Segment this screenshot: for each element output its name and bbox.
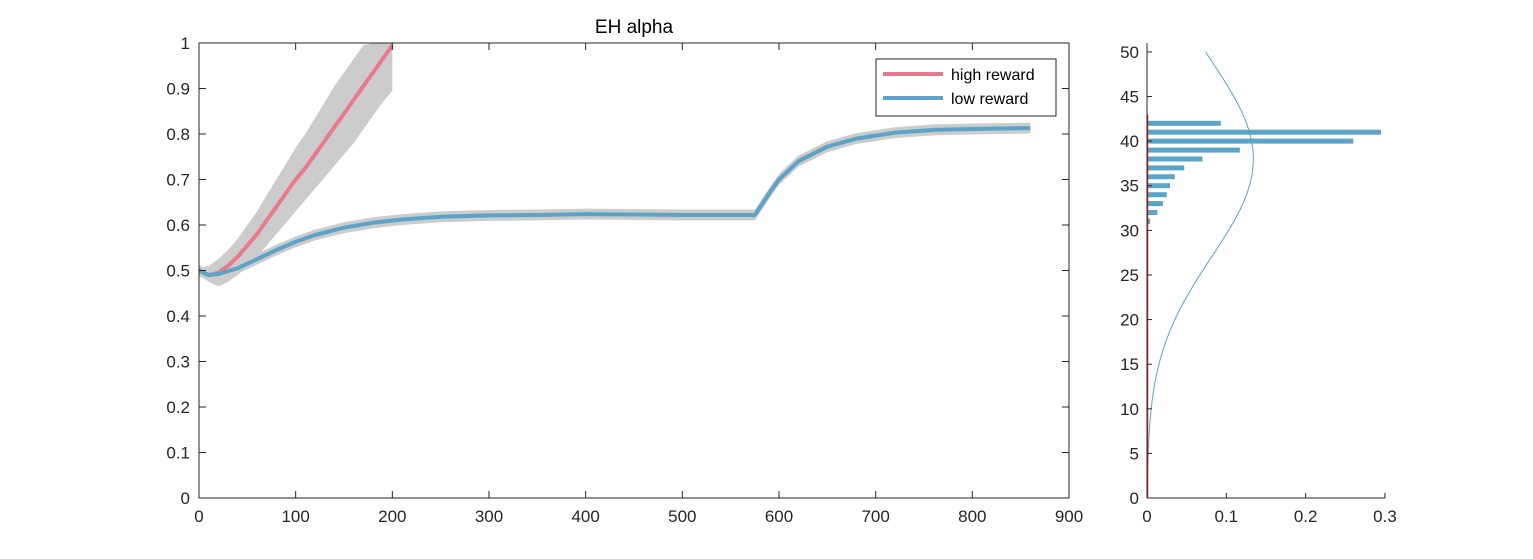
side-y-axis-ticks: 0 5 10 15 20 25 30 35 40 45 50: [1120, 43, 1152, 508]
histogram-bar: [1147, 201, 1163, 207]
y-tick-label: 0.8: [166, 125, 190, 144]
main-line-chart: EH alpha 0 100 200 300 400 500 600 700 800 900 00…: [166, 17, 1083, 526]
histogram-bars: [1147, 120, 1381, 224]
legend: high reward low reward: [875, 58, 1057, 117]
side-y-tick-label: 25: [1120, 266, 1139, 285]
histogram-bar: [1147, 210, 1158, 215]
confidence-bands: [199, 43, 1031, 287]
y-tick-label: 0: [181, 489, 190, 508]
histogram-bar: [1147, 174, 1175, 180]
side-y-tick-label: 50: [1120, 43, 1139, 62]
y-tick-label: 0.4: [166, 307, 190, 326]
side-x-tick-label: 0: [1142, 507, 1151, 526]
histogram-bar: [1147, 165, 1185, 171]
y-tick-label: 0.9: [166, 80, 190, 99]
histogram-bar: [1147, 218, 1151, 224]
side-y-tick-label: 20: [1120, 311, 1139, 330]
y-tick-label: 0.3: [166, 353, 190, 372]
histogram-bar: [1147, 129, 1381, 135]
legend-label-low-reward: low reward: [951, 91, 1028, 108]
x-tick-label: 100: [281, 507, 309, 526]
line-high-reward: [199, 44, 394, 278]
y-axis-ticks: 0 0.1 0.2 0.3 0.4 0.5 0.6 0.7 0.8 0.9 1: [166, 34, 1069, 508]
x-tick-label: 0: [194, 507, 203, 526]
x-tick-label: 800: [958, 507, 986, 526]
side-x-tick-label: 0.3: [1373, 507, 1397, 526]
side-y-tick-label: 15: [1120, 355, 1139, 374]
histogram-bar: [1147, 147, 1240, 153]
y-tick-label: 0.6: [166, 216, 190, 235]
legend-label-high-reward: high reward: [951, 67, 1035, 84]
y-tick-label: 0.1: [166, 444, 190, 463]
side-y-tick-label: 45: [1120, 88, 1139, 107]
y-tick-label: 0.2: [166, 398, 190, 417]
side-x-tick-label: 0.2: [1294, 507, 1318, 526]
histogram-bar: [1147, 138, 1354, 144]
legend-box: [875, 58, 1057, 117]
x-tick-label: 400: [571, 507, 599, 526]
histogram-bar: [1147, 192, 1167, 198]
side-y-tick-label: 30: [1120, 221, 1139, 240]
side-y-tick-label: 40: [1120, 132, 1139, 151]
y-tick-label: 0.7: [166, 171, 190, 190]
x-axis-ticks: 0 100 200 300 400 500 600 700 800 900: [194, 43, 1083, 526]
x-tick-label: 500: [668, 507, 696, 526]
side-y-tick-label: 0: [1130, 489, 1139, 508]
distribution-curve: [1146, 51, 1254, 490]
chart-title: EH alpha: [595, 17, 674, 38]
band-high-reward: [199, 43, 393, 287]
x-tick-label: 300: [475, 507, 503, 526]
side-y-tick-label: 5: [1130, 444, 1139, 463]
histogram-bar: [1147, 183, 1170, 189]
histogram-bar: [1147, 120, 1221, 126]
series-lines: [199, 44, 1031, 278]
side-y-tick-label: 35: [1120, 177, 1139, 196]
x-tick-label: 200: [378, 507, 406, 526]
x-tick-label: 600: [765, 507, 793, 526]
histogram-bar: [1147, 156, 1203, 162]
side-y-tick-label: 10: [1120, 400, 1139, 419]
y-tick-label: 1: [181, 34, 190, 53]
side-histogram-chart: 0 0.1 0.2 0.3 0 5 10 15 20 25 30 35 40 45 50: [1120, 43, 1397, 526]
x-tick-label: 700: [861, 507, 889, 526]
side-x-axis-ticks: 0 0.1 0.2 0.3: [1142, 493, 1397, 526]
y-tick-label: 0.5: [166, 262, 190, 281]
line-low-reward: [199, 126, 1031, 278]
x-tick-label: 900: [1055, 507, 1083, 526]
side-x-tick-label: 0.1: [1215, 507, 1239, 526]
